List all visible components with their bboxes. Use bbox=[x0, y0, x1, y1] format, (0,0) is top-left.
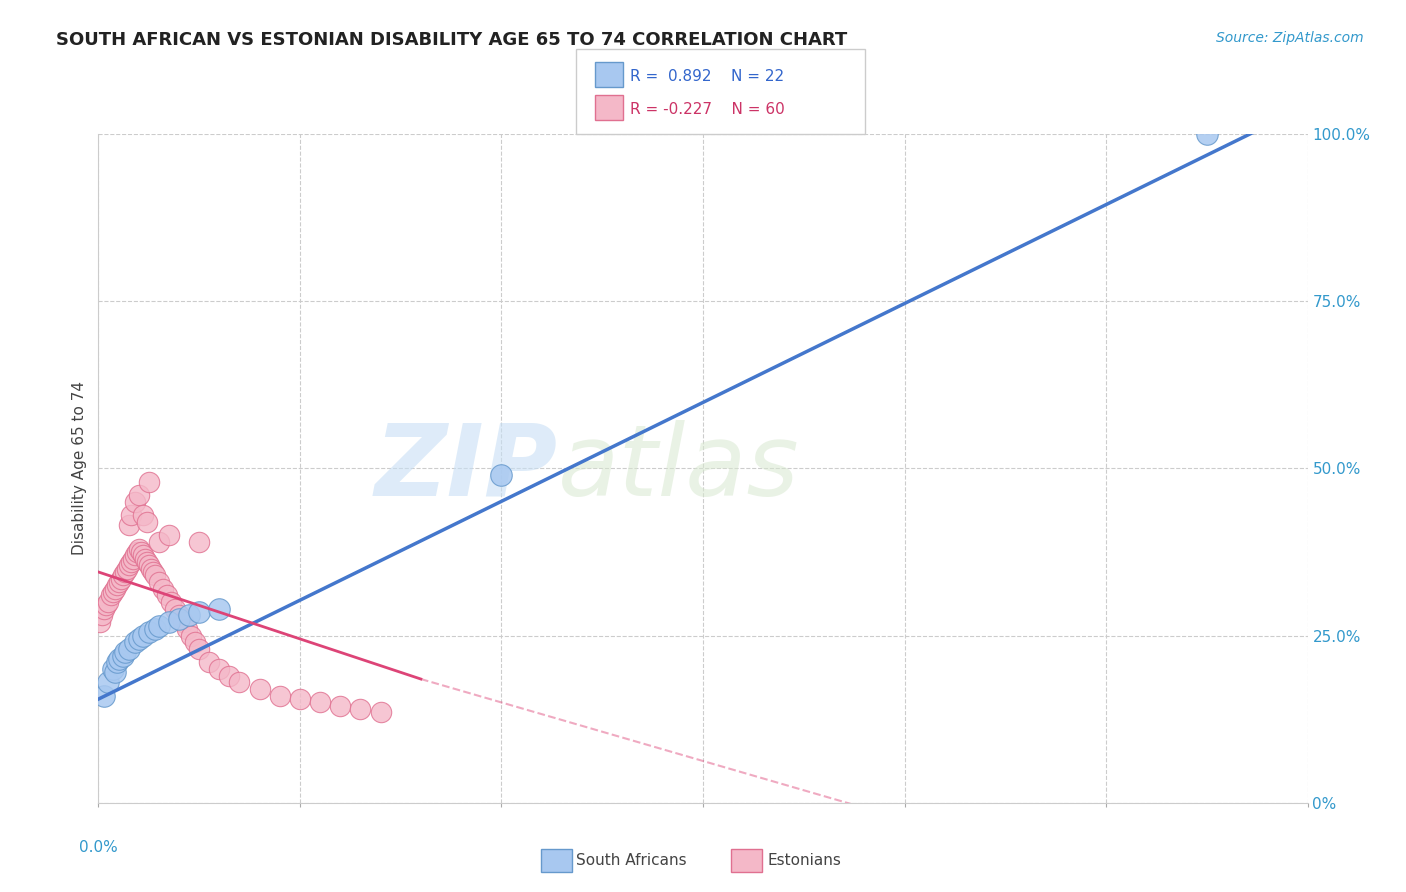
Point bbox=[148, 618, 170, 632]
Point bbox=[120, 508, 142, 523]
Point bbox=[128, 541, 150, 556]
Text: R = -0.227    N = 60: R = -0.227 N = 60 bbox=[630, 102, 785, 117]
Point bbox=[121, 551, 143, 566]
Point bbox=[135, 555, 157, 569]
Point bbox=[157, 615, 180, 630]
Point bbox=[118, 518, 141, 533]
Point bbox=[491, 468, 513, 483]
Point bbox=[208, 662, 231, 676]
Point bbox=[118, 642, 141, 657]
Point bbox=[138, 558, 160, 573]
Point bbox=[107, 575, 129, 590]
Point bbox=[111, 568, 134, 582]
Point bbox=[143, 622, 166, 636]
Point bbox=[135, 515, 157, 529]
Point bbox=[124, 548, 146, 563]
Point bbox=[124, 635, 146, 649]
Point bbox=[96, 599, 118, 613]
Point bbox=[148, 535, 170, 549]
Point bbox=[103, 582, 125, 596]
Point bbox=[184, 635, 207, 649]
Point bbox=[128, 632, 150, 646]
Point bbox=[167, 612, 190, 626]
Point bbox=[91, 608, 114, 623]
Point bbox=[198, 655, 221, 669]
Point bbox=[188, 642, 211, 657]
Point bbox=[176, 622, 198, 636]
Point bbox=[349, 702, 371, 716]
Point bbox=[288, 692, 311, 706]
Point bbox=[111, 648, 134, 663]
Point bbox=[370, 706, 392, 720]
Point bbox=[180, 628, 202, 642]
Point bbox=[107, 652, 129, 666]
Point bbox=[105, 655, 128, 669]
Text: ZIP: ZIP bbox=[375, 420, 558, 516]
Point bbox=[188, 535, 211, 549]
Point bbox=[93, 689, 115, 703]
Point bbox=[152, 582, 174, 596]
Point bbox=[138, 475, 160, 489]
Point bbox=[228, 675, 250, 690]
Point bbox=[1195, 127, 1218, 141]
Text: South Africans: South Africans bbox=[576, 854, 688, 868]
Point bbox=[97, 675, 120, 690]
Point bbox=[157, 528, 180, 542]
Point bbox=[139, 562, 162, 576]
Point bbox=[142, 565, 165, 579]
Point bbox=[179, 608, 201, 623]
Point bbox=[167, 608, 190, 623]
Point bbox=[249, 681, 271, 696]
Point bbox=[120, 555, 142, 569]
Point bbox=[132, 508, 155, 523]
Point bbox=[100, 589, 122, 603]
Point bbox=[118, 558, 141, 573]
Point bbox=[89, 615, 111, 630]
Text: R =  0.892    N = 22: R = 0.892 N = 22 bbox=[630, 69, 785, 84]
Point bbox=[218, 669, 240, 683]
Text: Source: ZipAtlas.com: Source: ZipAtlas.com bbox=[1216, 31, 1364, 45]
Point bbox=[124, 494, 146, 508]
Text: SOUTH AFRICAN VS ESTONIAN DISABILITY AGE 65 TO 74 CORRELATION CHART: SOUTH AFRICAN VS ESTONIAN DISABILITY AGE… bbox=[56, 31, 848, 49]
Point bbox=[156, 589, 179, 603]
Point bbox=[132, 548, 155, 563]
Point bbox=[125, 545, 148, 559]
Point bbox=[93, 602, 115, 616]
Point bbox=[138, 625, 160, 640]
Point bbox=[114, 565, 136, 579]
Point bbox=[103, 665, 125, 680]
Point bbox=[160, 595, 183, 609]
Point bbox=[172, 615, 194, 630]
Text: atlas: atlas bbox=[558, 420, 800, 516]
Text: Estonians: Estonians bbox=[768, 854, 842, 868]
Point bbox=[148, 575, 170, 590]
Point bbox=[188, 605, 211, 619]
Point bbox=[269, 689, 291, 703]
Point bbox=[115, 562, 138, 576]
Point bbox=[129, 545, 152, 559]
Point bbox=[143, 568, 166, 582]
Point bbox=[97, 595, 120, 609]
Point bbox=[105, 578, 128, 592]
Point bbox=[110, 572, 132, 586]
Point bbox=[329, 698, 352, 713]
Point bbox=[309, 696, 332, 710]
Point bbox=[101, 662, 124, 676]
Point bbox=[128, 488, 150, 502]
Y-axis label: Disability Age 65 to 74: Disability Age 65 to 74 bbox=[72, 381, 87, 556]
Point bbox=[134, 551, 156, 566]
Point bbox=[208, 602, 231, 616]
Point bbox=[101, 585, 124, 599]
Point bbox=[132, 628, 155, 642]
Point bbox=[163, 602, 186, 616]
Text: 0.0%: 0.0% bbox=[79, 839, 118, 855]
Point bbox=[114, 645, 136, 659]
